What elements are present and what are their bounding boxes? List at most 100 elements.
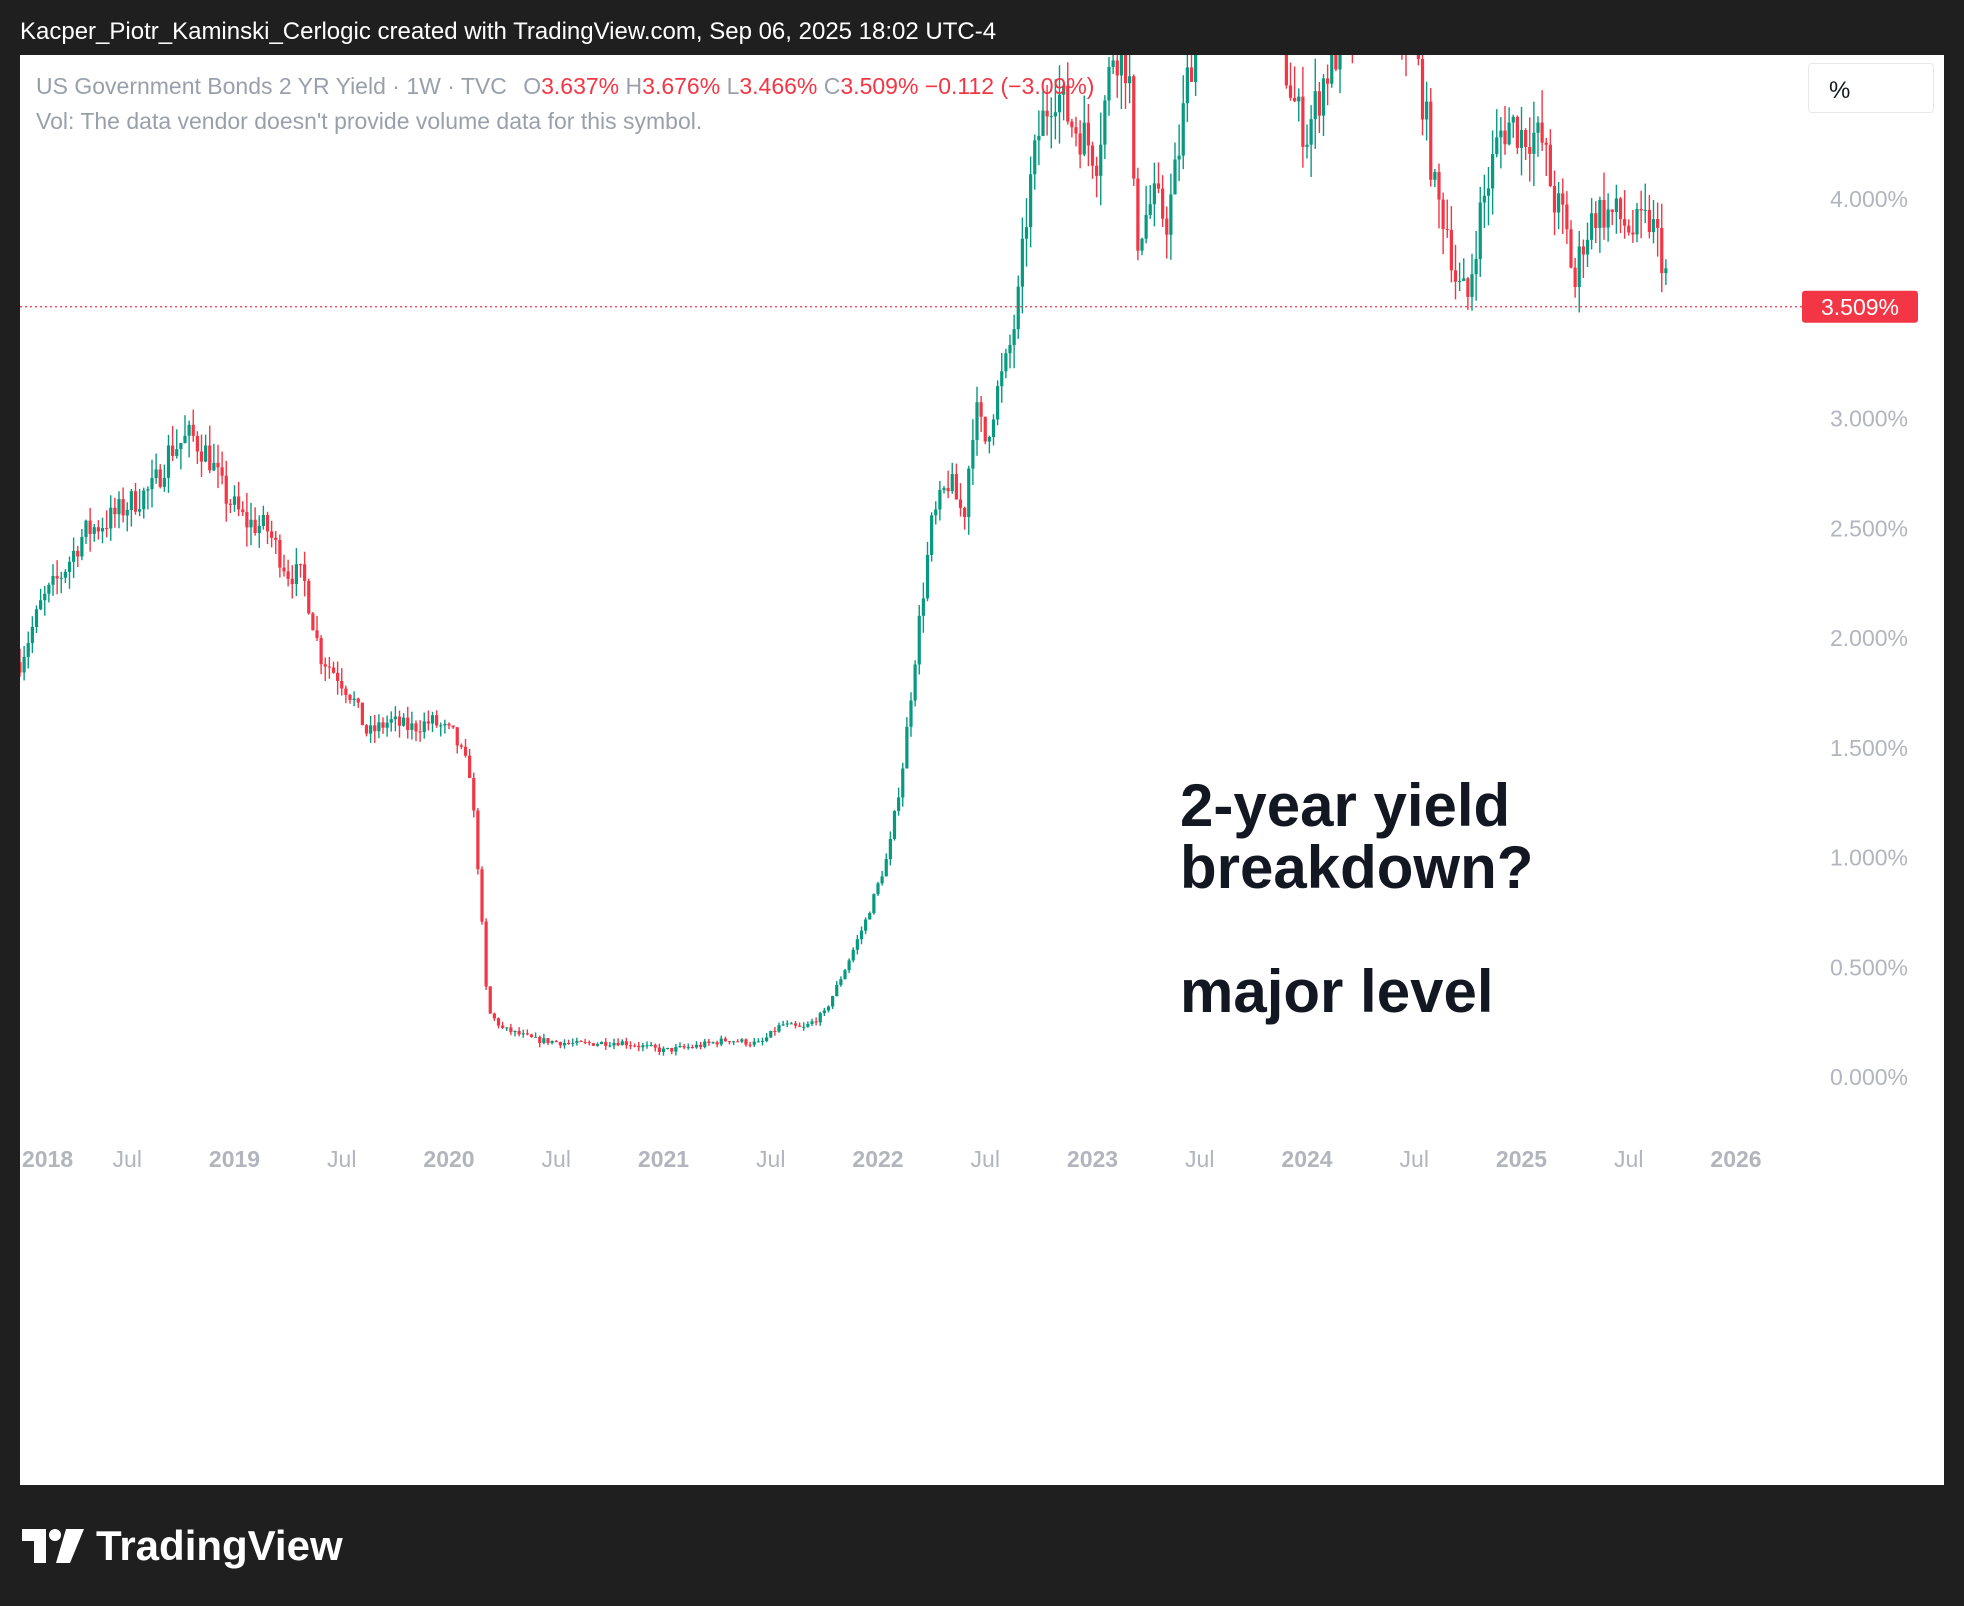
candle-body	[496, 1018, 501, 1026]
candle-body	[430, 715, 435, 724]
candle-body	[319, 638, 323, 665]
candle-body	[1045, 110, 1049, 117]
candle-body	[393, 716, 397, 720]
tradingview-footer: TradingView	[22, 1522, 343, 1570]
candle-body	[703, 1041, 707, 1047]
candle-body	[84, 520, 88, 537]
candle-body	[237, 496, 241, 510]
candle-body	[142, 490, 146, 510]
candle-body	[843, 970, 847, 980]
candle-body	[476, 810, 480, 870]
candle-body	[793, 1023, 798, 1026]
candle-body	[975, 402, 979, 441]
unit-toggle-button[interactable]: %	[1808, 63, 1934, 113]
candle-body	[950, 473, 954, 492]
candle-body	[80, 536, 84, 557]
candle-body	[1458, 281, 1462, 283]
candle-body	[402, 717, 406, 726]
candle-body	[55, 575, 59, 579]
volume-note: Vol: The data vendor doesn't provide vol…	[36, 108, 703, 134]
candle-body	[1660, 227, 1664, 274]
candle-body	[1585, 239, 1590, 255]
candle-body	[187, 424, 191, 436]
candle-body	[909, 700, 913, 727]
candle-body	[129, 491, 133, 511]
candle-body	[913, 664, 917, 701]
y-tick-label: 4.000%	[1830, 186, 1908, 212]
candle-body	[1491, 154, 1495, 189]
candle-body	[369, 725, 373, 734]
candle-body	[105, 527, 109, 529]
candle-body	[480, 869, 484, 922]
candle-body	[216, 462, 220, 468]
candle-body	[785, 1023, 789, 1025]
candle-body	[781, 1024, 785, 1026]
candle-body	[406, 717, 410, 730]
candle-body	[43, 593, 47, 601]
candle-body	[711, 1042, 715, 1044]
candle-body	[1070, 121, 1074, 128]
candle-body	[1598, 199, 1602, 229]
candle-body	[562, 1042, 567, 1046]
candle-body	[855, 939, 859, 950]
candle-body	[435, 715, 439, 726]
candle-body	[917, 615, 921, 665]
candle-body	[195, 435, 199, 452]
low-label: L	[726, 73, 740, 99]
candle-body	[39, 600, 43, 610]
candle-body	[150, 478, 154, 490]
candle-body	[1433, 172, 1437, 180]
candle-body	[1177, 155, 1181, 160]
candle-body	[1594, 213, 1598, 229]
candlestick-chart[interactable]: 5.500%5.000%4.500%4.000%3.500%3.000%2.50…	[20, 55, 1944, 1485]
candle-body	[925, 554, 930, 599]
candle-body	[727, 1041, 732, 1043]
candle-body	[765, 1037, 769, 1041]
candle-body	[377, 722, 381, 732]
candle-body	[760, 1040, 765, 1042]
candle-body	[1136, 178, 1140, 251]
candle-body	[1119, 55, 1123, 76]
candle-body	[76, 550, 80, 557]
candle-body	[1416, 55, 1420, 59]
chart-attribution-header: Kacper_Piotr_Kaminski_Cerlogic created w…	[20, 18, 997, 45]
chart-panel[interactable]: 5.500%5.000%4.500%4.000%3.500%3.000%2.50…	[20, 55, 1944, 1485]
candle-body	[146, 489, 150, 491]
candle-body	[1536, 122, 1540, 133]
y-tick-label: 1.500%	[1830, 735, 1908, 761]
x-tick-label: 2019	[209, 1146, 260, 1172]
candle-body	[1103, 100, 1107, 145]
tradingview-logo-icon	[22, 1529, 84, 1563]
candle-body	[847, 960, 851, 971]
candle-body	[422, 721, 426, 732]
symbol-title[interactable]: US Government Bonds 2 YR Yield · 1W · TV…	[36, 73, 507, 99]
candle-body	[538, 1036, 542, 1043]
high-label: H	[625, 73, 643, 99]
candle-body	[443, 723, 447, 726]
candle-body	[938, 489, 942, 510]
candle-body	[249, 519, 253, 528]
candle-body	[963, 507, 967, 518]
candle-body	[1066, 85, 1070, 122]
candle-body	[1606, 209, 1610, 228]
candle-body	[1544, 142, 1548, 145]
candle-body	[204, 445, 208, 462]
candle-body	[558, 1042, 562, 1046]
candle-body	[1156, 183, 1161, 189]
candle-body	[517, 1030, 521, 1035]
candle-body	[1123, 55, 1128, 84]
candle-body	[488, 986, 492, 1014]
candle-body	[575, 1040, 579, 1043]
candle-body	[1334, 55, 1338, 70]
candle-body	[1057, 94, 1062, 113]
candle-body	[880, 876, 884, 884]
candle-body	[732, 1041, 736, 1043]
candle-body	[971, 440, 975, 469]
chart-annotation[interactable]: 2-year yield breakdown? major level	[1180, 775, 1533, 1023]
candle-body	[901, 768, 905, 798]
candle-body	[360, 702, 364, 726]
candle-body	[649, 1045, 653, 1047]
candle-body	[645, 1045, 649, 1047]
candle-body	[1000, 371, 1004, 387]
candle-body	[802, 1026, 806, 1028]
